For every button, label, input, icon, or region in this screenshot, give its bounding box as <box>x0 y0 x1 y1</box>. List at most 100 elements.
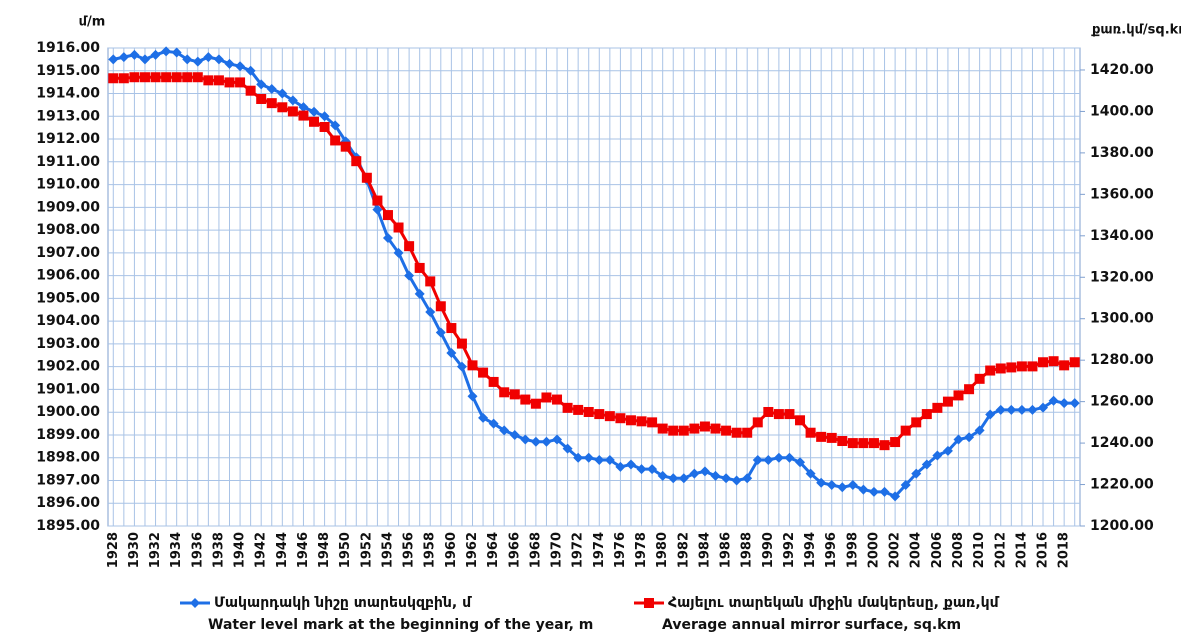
marker <box>657 470 668 481</box>
marker <box>731 475 742 486</box>
marker <box>900 425 911 436</box>
marker <box>1069 357 1080 368</box>
x-tick-label: 1946 <box>296 532 311 568</box>
marker <box>319 121 330 132</box>
y-tick-label: 1908.00 <box>36 222 100 238</box>
marker <box>964 384 975 395</box>
x-tick-label: 2012 <box>993 532 1008 568</box>
marker <box>942 445 953 456</box>
marker <box>499 425 510 436</box>
x-tick-label: 1970 <box>550 532 565 568</box>
marker <box>604 411 615 422</box>
marker <box>393 222 404 233</box>
marker <box>150 49 161 60</box>
marker <box>678 425 689 436</box>
marker <box>139 72 150 83</box>
marker <box>182 54 193 65</box>
x-tick-label: 1998 <box>845 532 860 568</box>
marker <box>678 473 689 484</box>
y-tick-label: 1913.00 <box>36 108 100 124</box>
x-tick-label: 1954 <box>380 532 395 568</box>
marker <box>382 233 393 244</box>
marker <box>573 404 584 415</box>
x-tick-label: 1930 <box>127 532 142 568</box>
marker <box>847 438 858 449</box>
y-tick-label: 1904.00 <box>36 313 100 329</box>
marker <box>414 288 425 299</box>
marker <box>689 423 700 434</box>
marker <box>541 436 552 447</box>
y-tick-label: 1900.00 <box>36 404 100 420</box>
marker <box>129 49 140 60</box>
y-tick-label: 1916.00 <box>36 40 100 56</box>
marker <box>858 484 869 495</box>
marker <box>192 72 203 83</box>
marker <box>1006 404 1017 415</box>
marker <box>604 454 615 465</box>
marker <box>425 276 436 287</box>
marker <box>826 432 837 443</box>
marker <box>773 409 784 420</box>
marker <box>235 77 246 88</box>
marker <box>752 454 763 465</box>
marker <box>890 491 901 502</box>
x-tick-label: 1960 <box>444 532 459 568</box>
x-tick-label: 2006 <box>930 532 945 568</box>
marker <box>203 75 214 86</box>
x-tick-label: 1964 <box>486 532 501 568</box>
marker <box>964 432 975 443</box>
legend-marker <box>190 598 200 608</box>
x-tick-label: 1966 <box>507 532 522 568</box>
marker <box>625 415 636 426</box>
marker <box>562 443 573 454</box>
x-tick-label: 1972 <box>571 532 586 568</box>
marker <box>171 72 182 83</box>
x-tick-label: 1936 <box>190 532 205 568</box>
y-tick-label: 1907.00 <box>36 245 100 261</box>
x-tick-label: 1994 <box>803 532 818 568</box>
marker <box>446 348 457 359</box>
marker <box>161 46 172 57</box>
marker <box>647 417 658 428</box>
marker <box>636 464 647 475</box>
marker <box>488 376 499 387</box>
marker <box>161 72 172 83</box>
marker <box>921 409 932 420</box>
y2-tick-label: 1380.00 <box>1090 145 1154 161</box>
marker <box>974 373 985 384</box>
marker <box>953 390 964 401</box>
marker <box>467 360 478 371</box>
marker <box>509 429 520 440</box>
marker <box>911 468 922 479</box>
marker <box>541 392 552 403</box>
marker <box>615 461 626 472</box>
x-tick-label: 2004 <box>909 532 924 568</box>
marker <box>583 406 594 417</box>
marker <box>256 93 267 104</box>
x-tick-label: 2010 <box>972 532 987 568</box>
marker <box>1069 398 1080 409</box>
x-tick-label: 1988 <box>740 532 755 568</box>
marker <box>488 418 499 429</box>
marker <box>795 415 806 426</box>
marker <box>509 389 520 400</box>
x-tick-label: 2000 <box>866 532 881 568</box>
x-tick-label: 1996 <box>824 532 839 568</box>
marker <box>668 473 679 484</box>
y-tick-label: 1914.00 <box>36 86 100 102</box>
marker <box>1048 356 1059 367</box>
marker <box>235 61 246 72</box>
marker <box>414 262 425 273</box>
marker <box>456 361 467 372</box>
x-tick-label: 1980 <box>655 532 670 568</box>
marker <box>382 210 393 221</box>
marker <box>552 394 563 405</box>
marker <box>340 141 351 152</box>
marker <box>224 58 235 69</box>
y2-tick-label: 1200.00 <box>1090 518 1154 534</box>
marker <box>942 396 953 407</box>
y2-tick-label: 1280.00 <box>1090 352 1154 368</box>
marker <box>1048 395 1059 406</box>
marker <box>763 454 774 465</box>
marker <box>256 79 267 90</box>
